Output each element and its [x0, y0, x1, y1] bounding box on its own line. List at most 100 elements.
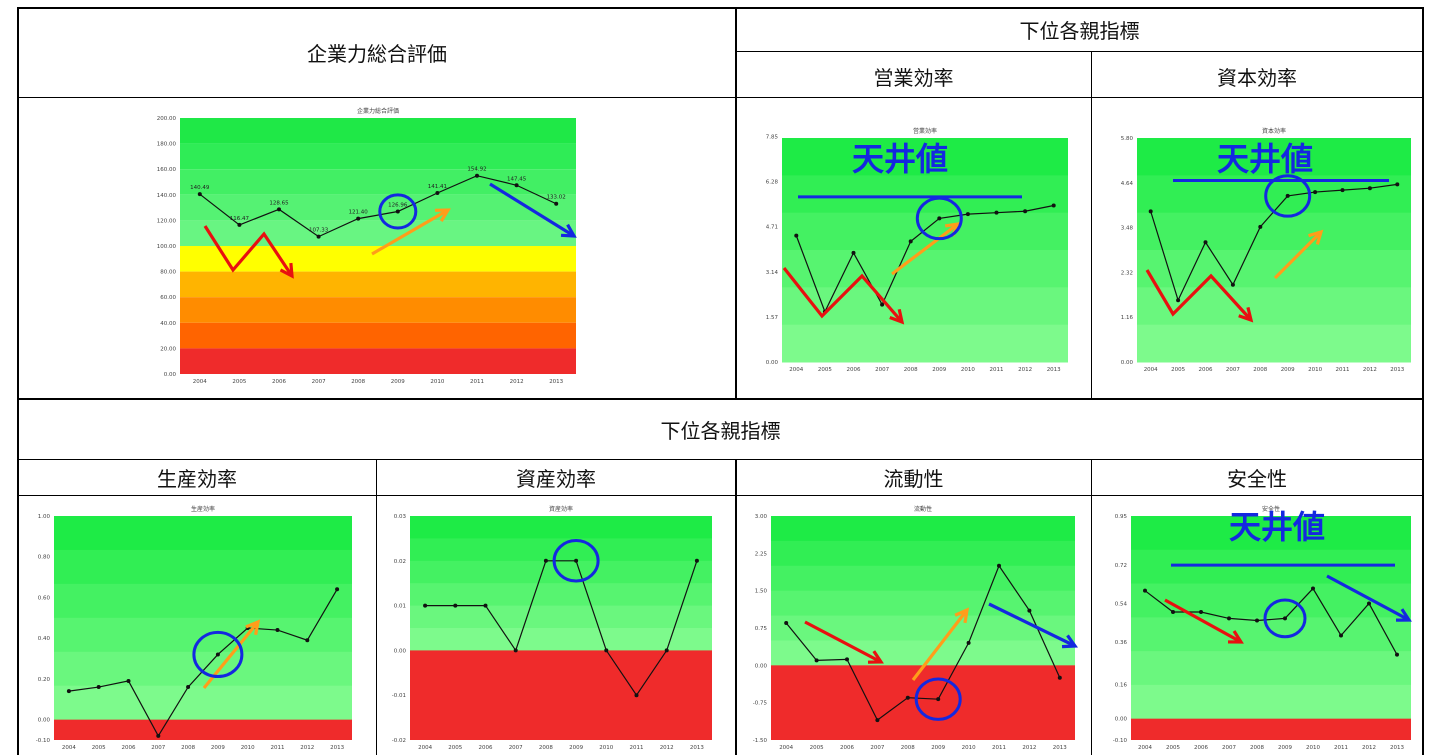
x-tick-label: 2008 [1250, 745, 1264, 751]
x-tick-label: 2011 [992, 745, 1006, 751]
zone-green [782, 287, 1068, 326]
y-tick-label: -1.50 [753, 738, 768, 744]
zone-green [1137, 138, 1411, 176]
y-tick-label: -0.01 [392, 693, 406, 699]
data-label: 107.33 [309, 228, 329, 234]
x-tick-label: 2004 [779, 745, 793, 751]
data-point [1143, 588, 1147, 593]
arrow-red [203, 225, 294, 279]
y-tick-label: 3.48 [1121, 226, 1134, 232]
arrow-blue [1326, 574, 1412, 622]
y-tick-label: -0.10 [36, 738, 51, 744]
header-ryudo: 流動性 [883, 466, 944, 491]
data-point [634, 693, 639, 698]
data-label: 147.45 [507, 176, 527, 182]
arrow-blue-head [1061, 634, 1078, 649]
arrow-blue [489, 182, 577, 238]
arrow-red-shaft [203, 225, 294, 277]
data-point [1313, 190, 1318, 195]
data-point [664, 648, 669, 653]
x-tick-label: 2010 [430, 379, 444, 385]
header-sub-top: 下位各親指標 [1019, 18, 1140, 43]
x-tick-label: 2009 [211, 745, 225, 751]
y-tick-label: -0.75 [753, 701, 768, 707]
x-tick-label: 2006 [840, 745, 854, 751]
x-tick-label: 2008 [351, 379, 365, 385]
data-point [794, 233, 799, 238]
arrow-blue-head [1395, 608, 1412, 622]
chart-svg-ryudo: 流動性 -1.50 -0.75 0.00 0.75 1.50 2.25 3.00 2004 200… [753, 505, 1078, 751]
arrow-red-head [867, 650, 884, 664]
zone-green [1131, 617, 1411, 652]
x-tick-label: 2005 [232, 379, 246, 385]
header-anzen: 安全性 [1227, 466, 1287, 491]
y-tick-label: 160.00 [157, 167, 177, 173]
zone-green [54, 516, 352, 551]
x-tick-label: 2006 [122, 745, 136, 751]
header-shihon: 資本効率 [1217, 65, 1297, 90]
data-point [574, 558, 579, 563]
data-point [316, 234, 321, 239]
y-tick-label: 20.00 [160, 346, 176, 352]
x-tick-label: 2009 [931, 745, 945, 751]
zone-band [180, 297, 576, 323]
x-tick-label: 2010 [599, 745, 613, 751]
x-tick-label: 2004 [193, 379, 207, 385]
y-tick-label: 0.95 [1115, 514, 1128, 520]
x-tick-label: 2010 [961, 367, 975, 373]
x-tick-label: 2013 [549, 379, 563, 385]
data-point [126, 678, 131, 683]
y-tick-label: 0.00 [1115, 717, 1128, 723]
zone-band [180, 220, 576, 246]
y-tick-label: 2.32 [1121, 270, 1133, 276]
x-tick-label: 2004 [789, 367, 803, 373]
x-tick-label: 2005 [1171, 367, 1185, 373]
series-line [425, 560, 698, 697]
data-point [1367, 186, 1372, 191]
data-label: 126.96 [388, 202, 408, 208]
arrow-red-head [279, 262, 294, 279]
arrow-orange [911, 607, 970, 681]
series-line [199, 175, 557, 238]
data-point [1367, 601, 1371, 606]
border-v-right-top [1091, 52, 1092, 399]
x-tick-label: 2010 [241, 745, 255, 751]
border-row2 [18, 97, 1424, 98]
highlight-circle [378, 193, 418, 230]
x-tick-label: 2012 [1018, 367, 1032, 373]
x-tick-label: 2012 [1363, 367, 1377, 373]
x-tick-label: 2004 [1138, 745, 1152, 751]
zone-green [782, 324, 1068, 363]
y-tick-label: 0.03 [394, 514, 407, 520]
series-line [785, 564, 1061, 721]
zone-band [180, 143, 576, 170]
arrow-orange-head [1308, 229, 1324, 245]
arrow-orange-shaft [371, 208, 449, 256]
x-tick-label: 2005 [818, 367, 832, 373]
x-tick-label: 2010 [1308, 367, 1322, 373]
data-point [1311, 586, 1315, 591]
data-point [1171, 610, 1175, 614]
data-point [1283, 616, 1287, 621]
data-point [1395, 652, 1399, 657]
x-tick-label: 2007 [870, 745, 884, 751]
x-tick-label: 2011 [990, 367, 1004, 373]
zone-green [54, 651, 352, 687]
x-tick-label: 2013 [1053, 745, 1067, 751]
data-point [275, 628, 280, 633]
y-tick-label: 0.00 [1121, 360, 1134, 366]
chart-svg-anzen: 安全性 -0.10 0.00 0.16 0.36 0.54 0.72 0.95 2004 2005… [1113, 505, 1412, 751]
zone-band [180, 322, 576, 349]
data-point [936, 697, 941, 702]
x-tick-label: 2006 [479, 745, 493, 751]
chart-title: 企業力総合評価 [357, 107, 399, 115]
arrow-red [1145, 269, 1254, 323]
y-tick-label: 3.14 [766, 270, 779, 276]
arrow-red-shaft [782, 267, 904, 324]
arrow-orange-shaft [911, 609, 969, 681]
x-tick-label: 2007 [1226, 367, 1240, 373]
data-point [1199, 610, 1203, 614]
data-point [514, 183, 519, 188]
data-point [966, 640, 971, 645]
